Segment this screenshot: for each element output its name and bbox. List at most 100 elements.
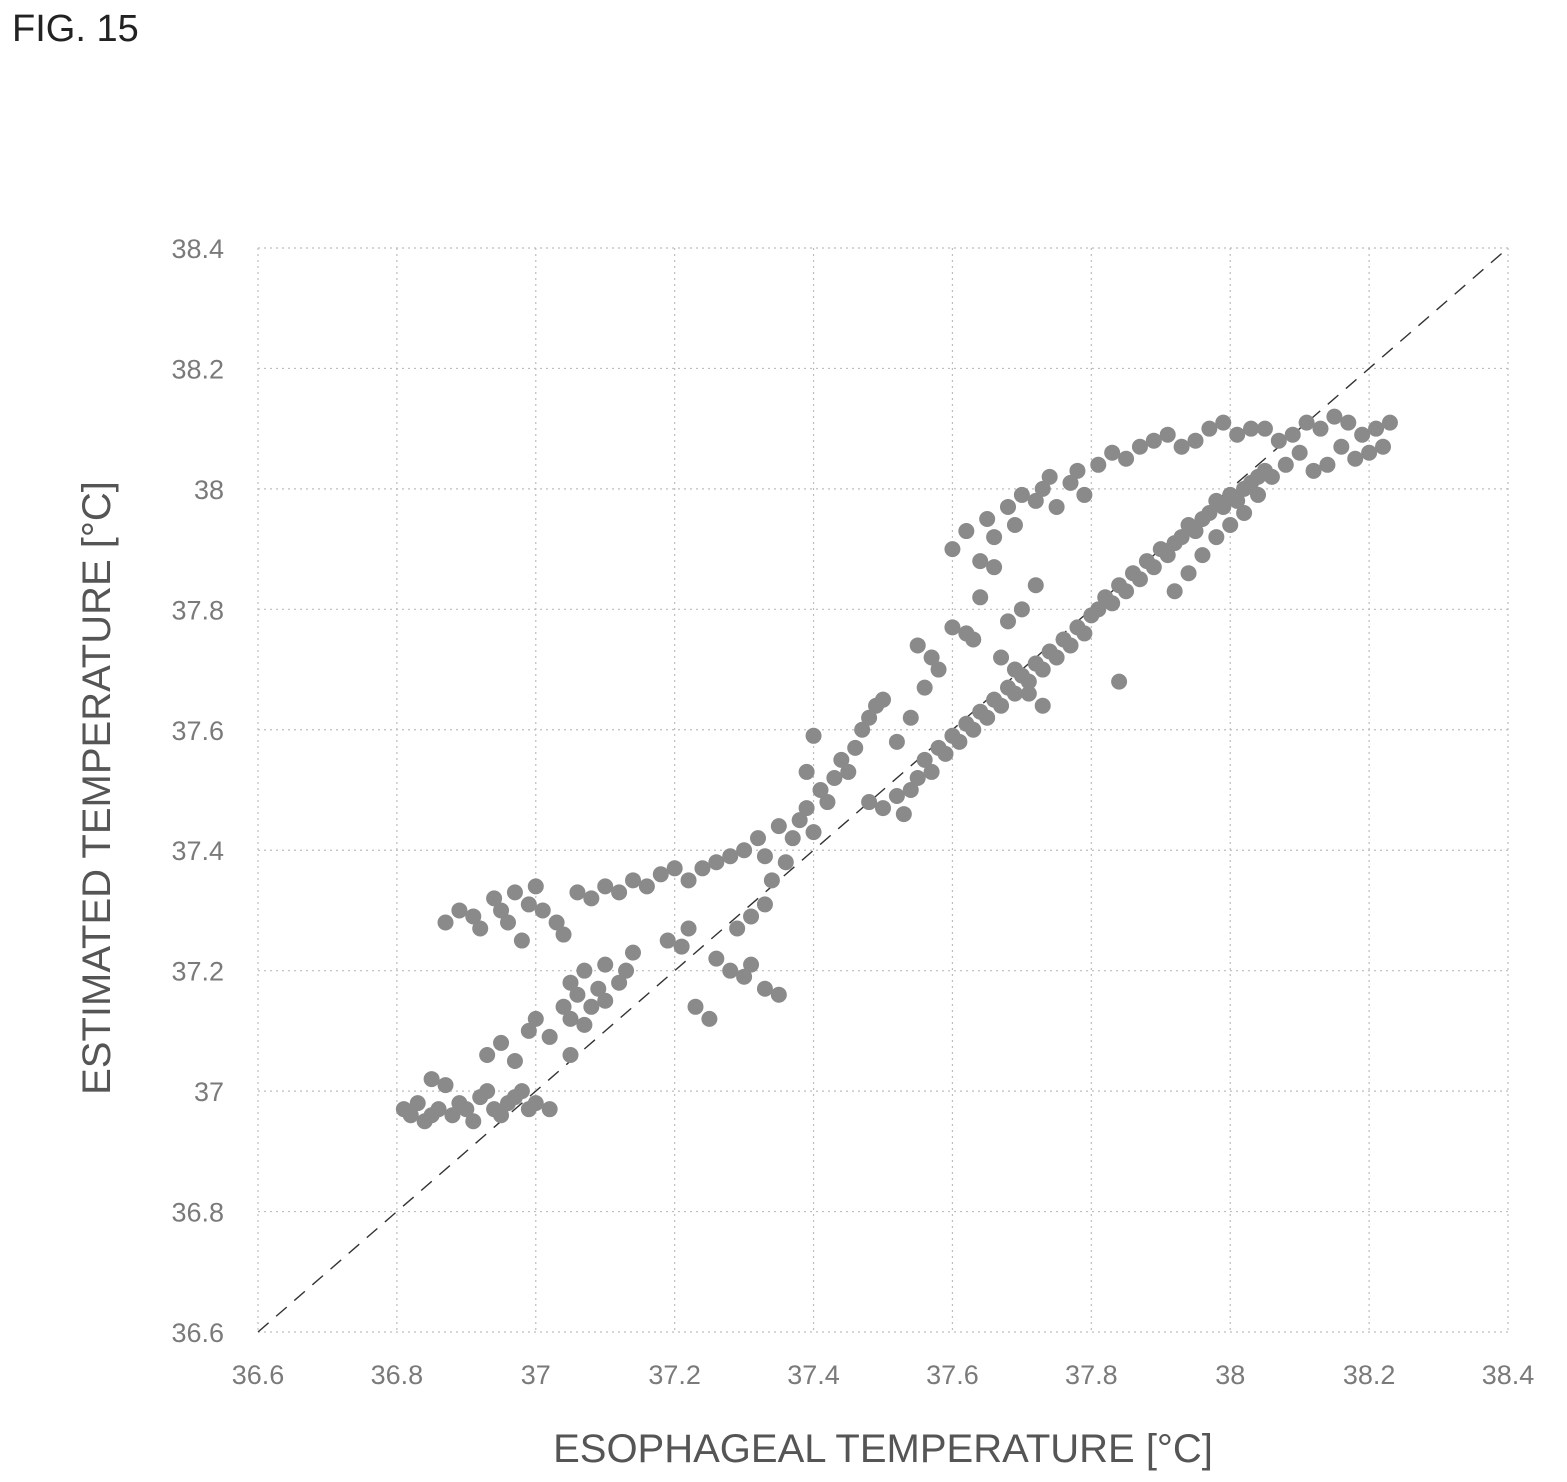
figure-label: FIG. 15 — [12, 8, 139, 50]
data-point — [1048, 649, 1065, 666]
data-point — [1277, 456, 1294, 473]
data-point — [520, 896, 537, 913]
data-point — [1159, 426, 1176, 443]
data-point — [1187, 523, 1204, 540]
data-point — [854, 721, 871, 738]
data-point — [902, 782, 919, 798]
x-tick-label: 38 — [1215, 1360, 1245, 1390]
data-point — [819, 794, 836, 811]
x-tick-label: 38.2 — [1343, 1360, 1396, 1390]
data-point — [979, 709, 996, 726]
data-point — [493, 1034, 510, 1051]
data-point — [493, 902, 510, 919]
data-point — [583, 890, 600, 907]
data-point — [763, 872, 780, 889]
data-point — [833, 751, 850, 768]
data-point — [555, 926, 572, 943]
data-point — [1034, 661, 1051, 678]
data-point — [875, 691, 891, 708]
data-point — [1305, 462, 1322, 479]
data-point — [798, 763, 815, 780]
data-point — [979, 511, 996, 527]
x-tick-label: 37.6 — [926, 1360, 979, 1390]
x-tick-label: 36.8 — [371, 1360, 424, 1390]
data-point — [1027, 492, 1044, 509]
data-point — [527, 878, 544, 895]
data-point — [590, 980, 607, 997]
data-point — [1048, 498, 1065, 515]
data-point — [583, 998, 600, 1015]
grid-lines — [257, 247, 1509, 1333]
data-point — [1076, 625, 1093, 642]
data-point — [1069, 462, 1086, 479]
data-point — [423, 1071, 440, 1088]
x-axis-title: ESOPHAGEAL TEMPERATURE [°C] — [553, 1427, 1213, 1471]
data-point — [986, 559, 1003, 576]
y-tick-label: 38.2 — [171, 354, 224, 384]
data-point — [1173, 438, 1190, 455]
data-point — [708, 950, 725, 967]
data-point — [513, 932, 530, 949]
data-point — [944, 541, 961, 558]
data-point — [513, 1083, 530, 1100]
data-point — [611, 884, 628, 901]
data-point — [506, 1053, 523, 1069]
data-point — [743, 908, 760, 925]
data-point — [541, 1101, 558, 1118]
data-point — [909, 769, 926, 786]
data-point — [1201, 504, 1218, 521]
data-point — [1062, 637, 1079, 654]
data-point — [902, 709, 919, 726]
reference-line — [257, 247, 1509, 1333]
data-point — [847, 739, 864, 756]
data-point — [722, 848, 739, 865]
y-tick-label: 36.8 — [171, 1198, 224, 1228]
data-point — [805, 727, 822, 744]
data-point — [993, 697, 1010, 714]
data-point — [465, 1113, 482, 1130]
y-tick-label: 38 — [194, 475, 224, 505]
data-point — [534, 902, 551, 919]
data-point — [597, 956, 614, 973]
data-point — [437, 914, 454, 931]
data-point — [972, 553, 989, 570]
data-point — [944, 619, 961, 636]
data-point — [465, 908, 482, 925]
data-point — [576, 1016, 593, 1033]
data-point — [1256, 420, 1273, 437]
data-point — [909, 637, 926, 654]
data-point — [1076, 486, 1093, 503]
data-point — [840, 763, 857, 780]
data-point — [569, 884, 586, 901]
data-point — [986, 529, 1003, 546]
data-point — [680, 872, 697, 889]
data-point — [1104, 444, 1121, 461]
data-point — [694, 860, 711, 877]
data-point — [659, 932, 676, 949]
data-point — [1333, 438, 1350, 455]
data-point — [701, 1010, 718, 1027]
data-point — [1270, 432, 1287, 449]
data-point — [826, 769, 843, 786]
data-point — [1173, 529, 1190, 546]
data-point — [1194, 547, 1211, 564]
data-point — [1375, 438, 1391, 455]
data-point — [965, 721, 982, 738]
data-point — [444, 1107, 461, 1124]
data-point — [798, 800, 815, 817]
data-point — [1180, 565, 1197, 582]
data-point — [1034, 697, 1051, 714]
data-point — [527, 1095, 544, 1112]
x-tick-label: 37.8 — [1065, 1360, 1118, 1390]
data-point — [1187, 432, 1204, 449]
data-point — [1291, 444, 1308, 461]
data-point — [993, 649, 1010, 666]
data-point — [1041, 468, 1058, 485]
data-point — [1000, 613, 1016, 630]
data-point — [895, 806, 912, 823]
data-point — [1027, 577, 1044, 594]
data-point — [708, 854, 725, 871]
data-point — [770, 818, 787, 835]
data-point — [965, 631, 982, 648]
